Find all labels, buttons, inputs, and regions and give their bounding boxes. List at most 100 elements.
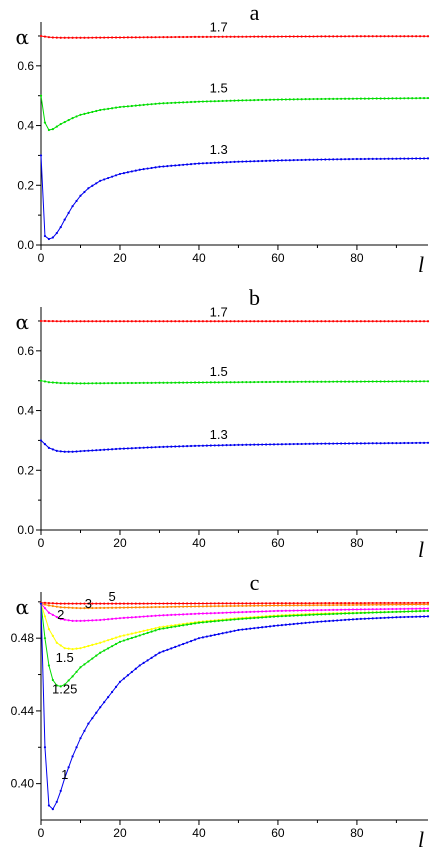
data-point — [91, 36, 94, 39]
data-point — [221, 604, 224, 608]
data-point — [201, 605, 205, 608]
data-point — [355, 603, 359, 607]
data-point — [261, 320, 264, 323]
data-point — [249, 610, 252, 613]
data-point — [87, 722, 90, 725]
data-point — [300, 442, 303, 446]
data-point — [51, 36, 54, 39]
data-point — [308, 380, 311, 383]
data-point — [107, 618, 110, 621]
data-point — [237, 611, 240, 614]
data-point — [268, 615, 272, 619]
data-point — [110, 690, 114, 694]
data-point — [59, 225, 62, 229]
data-point — [363, 608, 366, 611]
data-point — [142, 661, 145, 665]
data-point — [59, 122, 62, 126]
data-point — [308, 609, 311, 612]
data-point — [225, 320, 228, 323]
data-point — [107, 639, 110, 642]
data-point — [229, 602, 232, 605]
data-point — [134, 446, 137, 450]
data-point — [47, 611, 51, 614]
data-point — [205, 381, 208, 384]
y-tick-label: 0.2 — [17, 178, 34, 192]
data-point — [276, 609, 280, 613]
data-point — [91, 602, 94, 605]
data-point — [375, 603, 378, 606]
data-point — [67, 679, 70, 682]
data-point — [87, 660, 90, 663]
data-point — [268, 380, 272, 384]
data-point — [39, 154, 43, 157]
data-point — [312, 35, 315, 38]
curve-label: 1.5 — [210, 364, 228, 379]
y-axis-label: α — [15, 595, 29, 619]
data-point — [328, 97, 331, 100]
data-point — [387, 380, 390, 383]
data-point — [367, 380, 370, 383]
data-point — [399, 616, 402, 619]
data-point — [213, 633, 216, 637]
data-point — [170, 647, 173, 650]
data-point — [395, 157, 398, 160]
data-point — [178, 35, 181, 39]
data-point — [47, 128, 51, 132]
data-point — [122, 447, 126, 450]
data-point — [399, 603, 402, 606]
data-point — [107, 320, 110, 323]
data-point — [308, 602, 311, 605]
data-point — [359, 97, 362, 100]
data-point — [411, 320, 414, 323]
data-point — [355, 608, 359, 611]
x-tick-label: 80 — [350, 251, 364, 265]
data-point — [284, 623, 287, 626]
data-point — [363, 601, 366, 605]
data-point — [272, 35, 276, 38]
data-point — [107, 36, 110, 39]
data-point — [336, 35, 339, 38]
data-point — [170, 320, 173, 323]
data-point — [249, 604, 252, 607]
data-point — [103, 320, 106, 323]
data-point — [150, 606, 153, 609]
data-point — [189, 35, 193, 39]
data-point — [146, 446, 149, 449]
data-point — [95, 36, 98, 39]
data-point — [284, 320, 287, 323]
data-point — [91, 382, 94, 385]
data-point — [154, 654, 157, 657]
data-point — [162, 165, 165, 168]
data-point — [336, 608, 339, 611]
x-tick-label: 20 — [113, 251, 127, 265]
data-point — [201, 100, 205, 103]
data-point — [336, 442, 339, 445]
data-point — [351, 618, 355, 621]
data-point — [288, 602, 291, 605]
data-point — [55, 602, 58, 605]
data-point — [336, 602, 339, 605]
data-point — [103, 640, 106, 643]
curve-label: 1.7 — [210, 19, 228, 34]
data-point — [83, 619, 86, 622]
data-point — [296, 380, 299, 383]
data-point — [209, 634, 212, 637]
data-point — [347, 612, 351, 615]
data-point — [55, 449, 58, 452]
data-point — [150, 36, 153, 39]
data-point — [95, 642, 98, 645]
data-point — [403, 603, 406, 606]
curve-label: 1.5 — [56, 650, 74, 665]
data-point — [75, 199, 78, 203]
data-point — [229, 160, 232, 164]
data-point — [264, 443, 268, 446]
data-point — [343, 612, 347, 615]
data-point — [288, 380, 291, 383]
data-point — [272, 380, 276, 384]
data-point — [340, 608, 343, 611]
data-point — [178, 320, 181, 323]
data-point — [197, 637, 201, 640]
data-point — [189, 622, 193, 626]
data-point — [296, 602, 299, 605]
data-point — [276, 602, 280, 605]
